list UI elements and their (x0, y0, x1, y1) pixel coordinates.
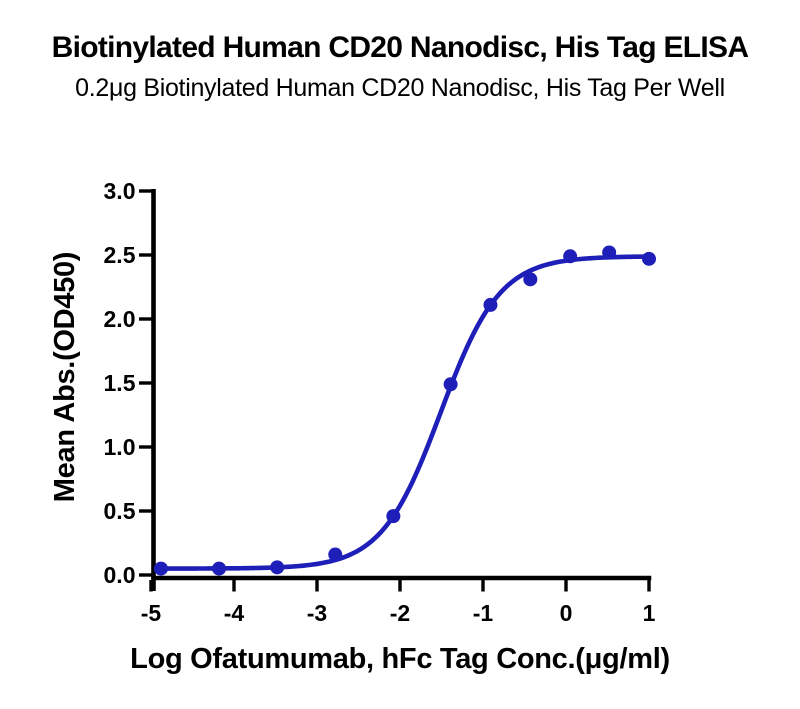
x-tick-label: -2 (390, 600, 410, 626)
y-tick-label: 1.0 (104, 434, 136, 460)
x-tick-label: -5 (141, 600, 162, 626)
data-point (153, 561, 168, 576)
x-axis-label: Log Ofatumumab, hFc Tag Conc.(μg/ml) (130, 643, 670, 675)
data-point (386, 509, 401, 524)
data-point (523, 272, 538, 287)
data-point (483, 297, 498, 312)
x-tick-label: -4 (224, 600, 245, 626)
data-point (270, 560, 285, 575)
data-point (328, 547, 343, 562)
x-tick-label: 0 (560, 600, 573, 626)
y-tick-label: 0.0 (104, 562, 136, 588)
data-point (602, 245, 617, 260)
y-tick-label: 1.5 (104, 370, 136, 396)
data-point (443, 377, 458, 392)
y-tick-label: 2.5 (104, 242, 136, 268)
y-tick-label: 0.5 (104, 498, 136, 524)
y-tick-label: 3.0 (104, 178, 136, 204)
chart-subtitle: 0.2μg Biotinylated Human CD20 Nanodisc, … (75, 74, 725, 102)
fit-curve (158, 254, 652, 571)
chart-title: Biotinylated Human CD20 Nanodisc, His Ta… (51, 31, 749, 64)
y-tick-label: 2.0 (104, 306, 136, 332)
x-tick-label: 1 (643, 600, 656, 626)
x-tick-label: -3 (307, 600, 327, 626)
data-point (563, 249, 578, 264)
x-tick-label: -1 (473, 600, 494, 626)
data-point (212, 561, 227, 576)
data-point (642, 251, 656, 266)
